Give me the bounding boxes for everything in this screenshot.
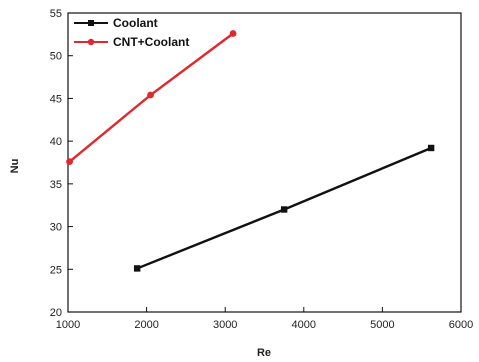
legend: Coolant CNT+Coolant: [74, 16, 189, 49]
x-axis-title: Re: [257, 347, 271, 359]
data-point-coolant: [133, 265, 141, 272]
y-tick-label: 35: [50, 179, 62, 191]
y-tick-label: 45: [50, 93, 62, 105]
plot-frame: [67, 12, 462, 313]
x-tick-label: 6000: [449, 319, 473, 331]
y-tick-label: 30: [50, 222, 62, 234]
y-tick-label: 20: [50, 307, 62, 319]
x-tick-label: 5000: [370, 319, 394, 331]
series-layer: [66, 30, 435, 272]
y-tick-label: 50: [50, 51, 62, 63]
data-point-cnt-coolant: [229, 30, 237, 37]
data-point-cnt-coolant: [147, 91, 154, 99]
legend-marker-coolant: [88, 20, 94, 26]
y-tick-label: 40: [50, 136, 62, 148]
data-point-coolant: [427, 144, 435, 152]
legend-label-coolant: Coolant: [113, 16, 158, 30]
legend-marker-cnt-coolant: [87, 38, 95, 46]
y-axis-ticks: 20 25 30 35 40 45 50 55: [50, 8, 73, 319]
x-axis-ticks: 1000 2000 3000 4000 5000 6000: [56, 307, 473, 331]
y-axis-title: Nu: [9, 159, 21, 174]
x-tick-label: 4000: [292, 319, 316, 331]
data-point-cnt-coolant: [66, 158, 73, 166]
data-point-coolant: [280, 206, 288, 213]
y-tick-label: 55: [50, 8, 62, 20]
legend-label-cnt-coolant: CNT+Coolant: [113, 35, 189, 49]
y-tick-label: 25: [50, 264, 62, 276]
x-tick-label: 2000: [134, 319, 158, 331]
x-tick-label: 1000: [56, 319, 80, 331]
x-tick-label: 3000: [213, 319, 237, 331]
